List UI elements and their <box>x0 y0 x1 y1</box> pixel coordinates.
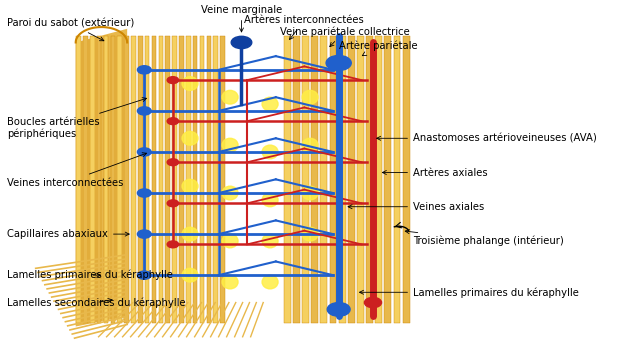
Circle shape <box>138 148 151 156</box>
Polygon shape <box>76 29 127 326</box>
Text: Paroi du sabot (extérieur): Paroi du sabot (extérieur) <box>7 19 135 41</box>
Text: Boucles artérielles
périphériques: Boucles artérielles périphériques <box>7 98 146 139</box>
Polygon shape <box>375 36 382 323</box>
Polygon shape <box>138 36 143 323</box>
Polygon shape <box>339 36 346 323</box>
Circle shape <box>138 107 151 115</box>
Circle shape <box>167 77 179 83</box>
Ellipse shape <box>262 193 278 207</box>
Circle shape <box>167 159 179 166</box>
Circle shape <box>231 36 252 49</box>
Text: Anastomoses artérioveineuses (AVA): Anastomoses artérioveineuses (AVA) <box>377 133 597 143</box>
Polygon shape <box>166 36 170 323</box>
Text: Veine marginale: Veine marginale <box>201 5 282 32</box>
Text: Lamelles secondaires du kéraphylle: Lamelles secondaires du kéraphylle <box>7 297 186 308</box>
Polygon shape <box>97 36 102 323</box>
Circle shape <box>364 297 381 308</box>
Text: Veine pariétale collectrice: Veine pariétale collectrice <box>280 26 409 47</box>
Polygon shape <box>293 36 300 323</box>
Ellipse shape <box>222 90 238 104</box>
Polygon shape <box>302 36 309 323</box>
Polygon shape <box>348 36 354 323</box>
Polygon shape <box>173 36 177 323</box>
Ellipse shape <box>302 227 318 241</box>
Ellipse shape <box>262 97 278 111</box>
Circle shape <box>326 56 351 70</box>
Polygon shape <box>152 36 156 323</box>
Text: Lamelles primaires du kéraphylle: Lamelles primaires du kéraphylle <box>7 270 173 280</box>
Polygon shape <box>312 36 318 323</box>
Circle shape <box>138 271 151 279</box>
Circle shape <box>167 241 179 248</box>
Text: Capillaires abaxiaux: Capillaires abaxiaux <box>7 229 129 239</box>
Polygon shape <box>125 36 129 323</box>
Polygon shape <box>110 36 115 323</box>
Polygon shape <box>90 36 95 323</box>
Ellipse shape <box>182 77 198 90</box>
Ellipse shape <box>222 234 238 248</box>
Polygon shape <box>284 36 291 323</box>
Polygon shape <box>186 36 191 323</box>
Text: Artère pariétale: Artère pariétale <box>340 41 418 56</box>
Circle shape <box>138 66 151 74</box>
Ellipse shape <box>222 138 238 152</box>
Ellipse shape <box>302 90 318 104</box>
Ellipse shape <box>262 275 278 289</box>
Polygon shape <box>330 36 336 323</box>
Ellipse shape <box>182 268 198 282</box>
Ellipse shape <box>262 145 278 159</box>
Polygon shape <box>221 36 225 323</box>
Text: Lamelles primaires du kéraphylle: Lamelles primaires du kéraphylle <box>359 287 579 297</box>
Polygon shape <box>193 36 197 323</box>
Ellipse shape <box>182 227 198 241</box>
Polygon shape <box>118 36 122 323</box>
Polygon shape <box>207 36 211 323</box>
Polygon shape <box>200 36 204 323</box>
Ellipse shape <box>302 186 318 200</box>
Polygon shape <box>384 36 391 323</box>
Text: Troisième phalange (intérieur): Troisième phalange (intérieur) <box>405 229 564 246</box>
Ellipse shape <box>222 275 238 289</box>
Text: Artères interconnectées: Artères interconnectées <box>244 15 364 40</box>
Polygon shape <box>76 36 81 323</box>
Text: Veines interconnectées: Veines interconnectées <box>7 153 146 188</box>
Circle shape <box>138 189 151 197</box>
Polygon shape <box>145 36 150 323</box>
Polygon shape <box>357 36 364 323</box>
Polygon shape <box>131 36 136 323</box>
Polygon shape <box>394 36 401 323</box>
Polygon shape <box>320 36 327 323</box>
Ellipse shape <box>182 131 198 145</box>
Text: Artères axiales: Artères axiales <box>383 168 488 177</box>
Polygon shape <box>179 36 184 323</box>
Text: Veines axiales: Veines axiales <box>348 202 484 212</box>
Ellipse shape <box>262 234 278 248</box>
Circle shape <box>167 118 179 125</box>
Polygon shape <box>366 36 373 323</box>
Ellipse shape <box>222 186 238 200</box>
Polygon shape <box>402 36 409 323</box>
Polygon shape <box>159 36 163 323</box>
Ellipse shape <box>182 179 198 193</box>
Polygon shape <box>103 36 108 323</box>
Ellipse shape <box>302 138 318 152</box>
Circle shape <box>167 200 179 207</box>
Polygon shape <box>83 36 88 323</box>
Circle shape <box>138 230 151 238</box>
Circle shape <box>327 303 350 316</box>
Polygon shape <box>214 36 218 323</box>
